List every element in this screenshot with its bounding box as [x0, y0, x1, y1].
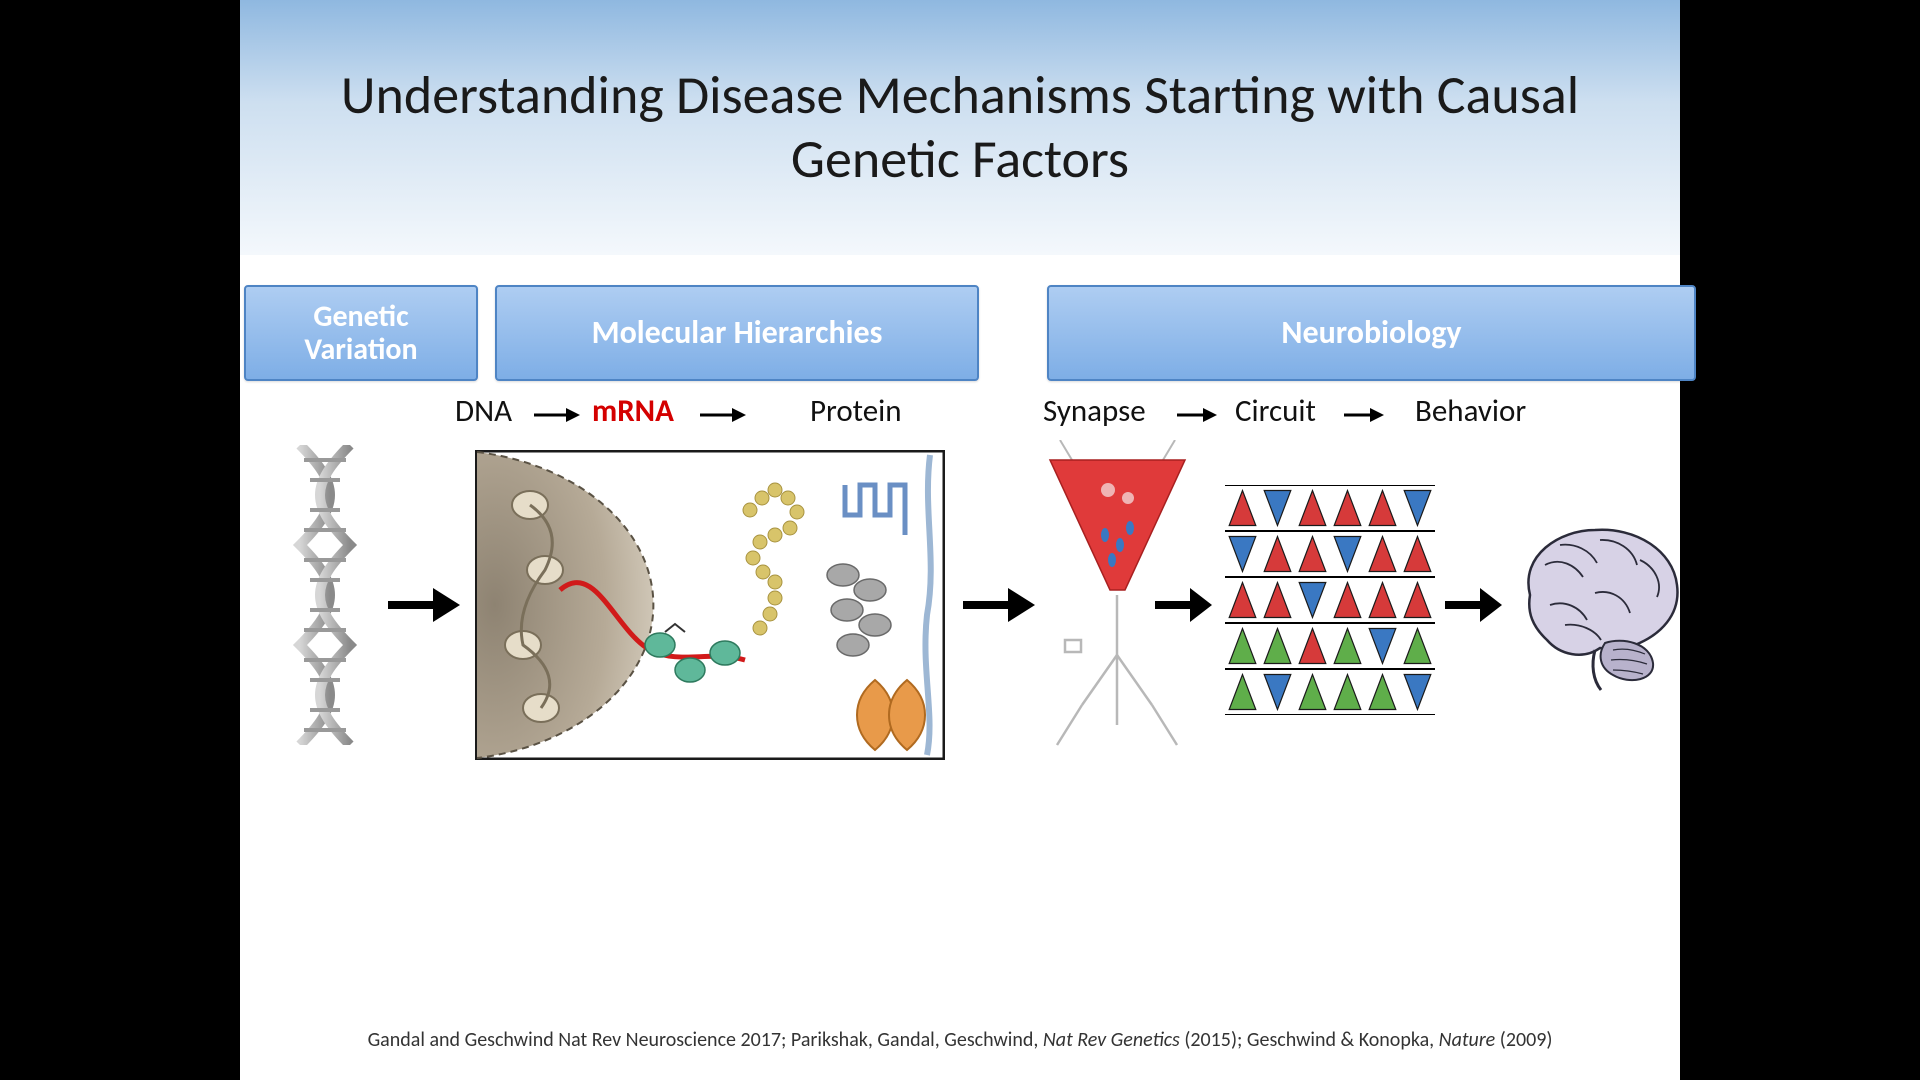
arrow-icon: [698, 398, 746, 436]
arrow-icon: [385, 580, 460, 630]
header-label: Molecular Hierarchies: [592, 315, 883, 350]
header-molecular-hierarchies: Molecular Hierarchies: [495, 285, 979, 381]
cell-expression-icon: [475, 450, 945, 760]
dna-helix-icon: [280, 445, 370, 745]
slide-title: Understanding Disease Mechanisms Startin…: [240, 64, 1680, 191]
header-row: Genetic Variation Molecular Hierarchies …: [240, 285, 1680, 377]
label-synapse: Synapse: [1043, 392, 1146, 430]
sublabel-row: DNA mRNA Protein Synapse Circuit Behavio…: [240, 392, 1680, 436]
label-mrna: mRNA: [592, 392, 674, 430]
brain-icon: [1505, 515, 1685, 695]
label-behavior: Behavior: [1415, 392, 1526, 430]
header-label: Variation: [304, 331, 417, 368]
label-dna: DNA: [455, 392, 512, 430]
label-circuit: Circuit: [1235, 392, 1316, 430]
arrow-icon: [1152, 580, 1212, 630]
title-band: Understanding Disease Mechanisms Startin…: [240, 0, 1680, 255]
header-genetic-variation: Genetic Variation: [244, 285, 478, 381]
circuit-icon: [1225, 485, 1435, 715]
arrow-icon: [1175, 398, 1217, 436]
citation-text: Gandal and Geschwind Nat Rev Neuroscienc…: [240, 1028, 1680, 1052]
header-neurobiology: Neurobiology: [1047, 285, 1696, 381]
header-label: Genetic: [313, 298, 408, 335]
arrow-icon: [532, 398, 580, 436]
slide: Understanding Disease Mechanisms Startin…: [240, 0, 1680, 1080]
arrow-icon: [1442, 580, 1502, 630]
label-protein: Protein: [810, 392, 902, 430]
arrow-icon: [960, 580, 1035, 630]
header-label: Neurobiology: [1281, 315, 1461, 350]
diagram-row: [240, 440, 1680, 770]
arrow-icon: [1342, 398, 1384, 436]
